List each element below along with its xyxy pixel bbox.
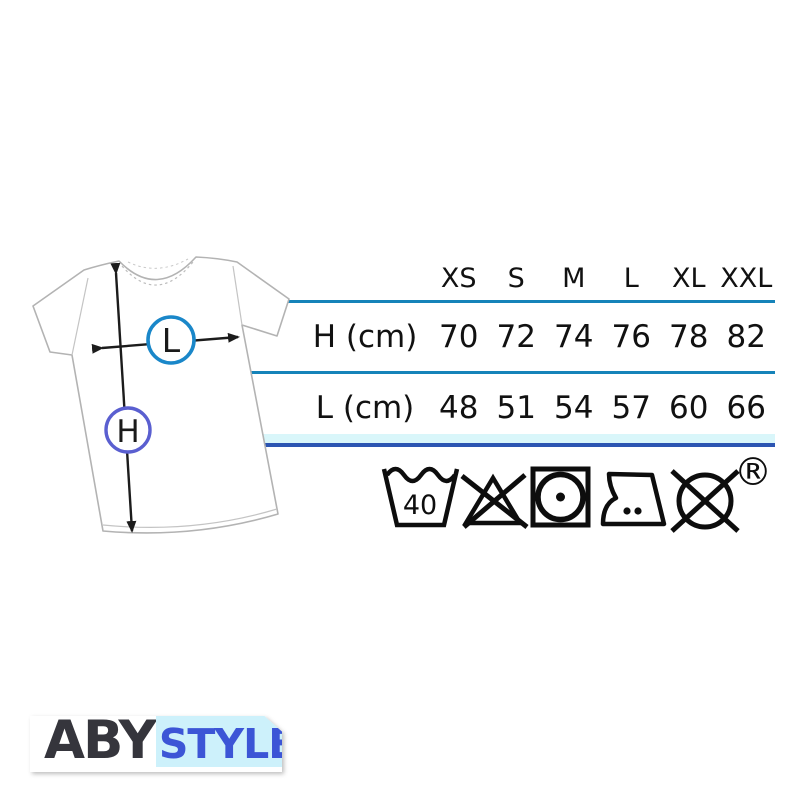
table-rule-top [240,300,775,303]
height-value-xxl: 82 [726,318,766,355]
brand-logo-text: ABYSTYLE [44,710,282,771]
height-value-xs: 70 [439,318,479,355]
length-value-xl: 60 [669,390,709,426]
do-not-bleach-icon [460,473,529,529]
tumble-dry-icon [530,466,591,528]
brand-name-aby: ABY [44,710,157,771]
length-row: L (cm) 48 51 54 57 60 66 [300,372,775,444]
length-badge-circle [146,315,196,365]
machine-wash-40-icon: 40 [381,466,460,528]
size-col-xl: XL [671,263,706,294]
height-value-s: 72 [496,318,536,355]
table-bottom-highlight [240,434,775,443]
table-rule-middle [240,371,775,374]
tshirt-size-diagram: L H [32,256,290,534]
length-value-s: 51 [496,390,536,426]
height-row-label: H (cm) [312,318,418,355]
size-table-header-row: XS S M L XL XXL [300,256,775,301]
care-symbols-row: 40 ® [381,452,770,533]
length-row-label: L (cm) [315,390,415,426]
height-value-m: 74 [554,318,594,355]
size-col-xs: XS [440,263,477,294]
size-table: XS S M L XL XXL H (cm) 70 72 74 76 78 82… [300,256,775,444]
size-col-l: L [623,263,639,294]
height-value-l: 76 [611,318,651,355]
brand-logo: ABYSTYLE [30,716,282,772]
length-value-l: 57 [611,390,651,426]
brand-name-style: STYLE [155,716,282,767]
do-not-dry-clean-icon [670,469,740,533]
length-value-xxl: 66 [726,390,766,426]
size-col-m: M [562,263,586,294]
brand-logo-box: ABYSTYLE [30,716,282,772]
right-sleeve-seam [232,265,243,326]
height-badge-label: H [116,414,139,450]
table-rule-bottom [240,443,775,447]
length-value-xs: 48 [439,390,479,426]
wash-temperature-label: 40 [403,490,437,521]
length-badge-label: L [162,321,181,360]
registered-trademark: ® [734,452,770,494]
height-arrow [110,262,137,533]
tshirt-outline [32,256,290,534]
height-row: H (cm) 70 72 74 76 78 82 [300,301,775,372]
size-col-s: S [507,263,525,294]
left-sleeve-seam [71,277,89,356]
size-col-xxl: XXL [720,263,773,294]
collar-back-line [127,258,189,269]
iron-icon [600,471,667,527]
length-value-m: 54 [554,390,594,426]
height-value-xl: 78 [669,318,709,355]
height-badge-circle [104,406,152,454]
